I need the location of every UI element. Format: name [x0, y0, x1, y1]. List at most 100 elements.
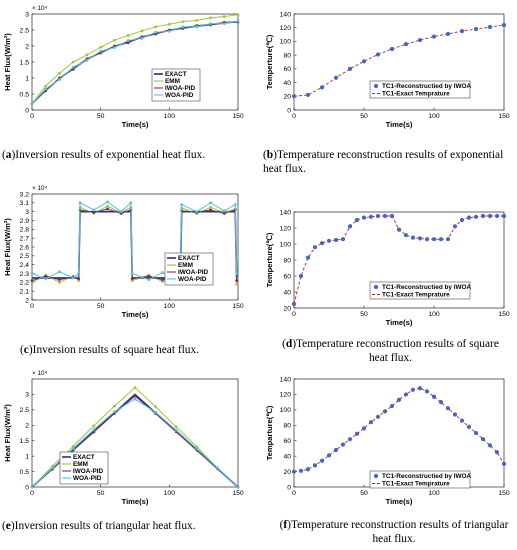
- series-point-reconstructed: [459, 418, 465, 423]
- series-point-iwoa-pid: [126, 41, 130, 45]
- series-point-reconstructed: [347, 437, 353, 442]
- series-point-emm: [99, 45, 103, 49]
- series-point-emm: [44, 84, 48, 88]
- series-point-reconstructed: [319, 241, 325, 246]
- x-tick-label: 150: [232, 303, 244, 310]
- legend-label-iwoa-pid: IWOA-PID: [165, 85, 196, 92]
- series-point-woa-pid: [235, 272, 239, 275]
- series-point-reconstructed: [340, 237, 346, 242]
- series-point-woa-pid: [71, 447, 75, 450]
- series-point-reconstructed: [326, 453, 332, 458]
- series-point-reconstructed: [473, 214, 479, 219]
- caption-e: (e)Inversion results of triangular heat …: [2, 520, 196, 532]
- legend-label-reconstructed: TC1-Reconstructied by IWOA: [382, 83, 472, 90]
- legend-swatch-reconstructed: [373, 83, 379, 89]
- series-point-iwoa-pid: [133, 394, 137, 398]
- series-point-woa-pid: [92, 208, 96, 212]
- plot-area: [31, 13, 239, 111]
- series-point-reconstructed: [431, 394, 437, 399]
- x-tick-label: 0: [30, 490, 34, 497]
- y-tick-label: 0.5: [20, 469, 30, 476]
- y-tick-label: 1.5: [20, 59, 30, 66]
- y-tick-label: 0: [25, 484, 29, 491]
- x-tick-label: 50: [97, 113, 105, 120]
- series-point-woa-pid: [78, 201, 82, 205]
- series-point-emm: [209, 205, 212, 209]
- series-point-reconstructed: [501, 22, 507, 28]
- legend-label-woa-pid: WOA-PID: [165, 92, 194, 99]
- series-point-emm: [140, 29, 144, 33]
- x-tick-label: 150: [498, 311, 510, 318]
- chart-c-square-heat-flux: 0 50 100 150 2 2.12.2 2.3 2.4 2.5 2.6 2.72.8 2.9 3 3.…: [3, 185, 244, 319]
- series-point-woa-pid: [30, 102, 34, 105]
- y-tick-label: 1.5: [20, 438, 30, 445]
- series-point-reconstructed: [459, 217, 465, 223]
- y-tick-label: 80: [283, 257, 291, 264]
- series-point-emm: [236, 13, 240, 17]
- y-tick-label: 60: [283, 273, 291, 280]
- x-tick-label: 100: [164, 303, 176, 310]
- series-point-woa-pid: [195, 210, 199, 214]
- legend-label-exact: TC1-Exact Temprature: [382, 91, 450, 98]
- series-point-reconstructed: [417, 386, 423, 391]
- series-point-woa-pid: [106, 200, 109, 204]
- series-point-woa-pid: [154, 30, 158, 34]
- y-tick-label: 140: [280, 11, 292, 18]
- legend-label-iwoa-pid: IWOA-PID: [178, 269, 209, 276]
- series-point-reconstructed: [305, 92, 311, 98]
- series-point-reconstructed: [473, 430, 479, 436]
- series-point-reconstructed: [452, 224, 458, 229]
- x-axis-label: Time(s): [122, 120, 149, 129]
- series-point-iwoa-pid: [154, 32, 158, 36]
- series-point-emm: [174, 425, 178, 429]
- series-point-woa-pid: [71, 276, 75, 280]
- x-axis-label: Time(s): [386, 318, 413, 327]
- series-point-reconstructed: [298, 273, 304, 279]
- series-point-woa-pid: [113, 410, 116, 414]
- y-tick-label: 3.2: [20, 191, 30, 198]
- series-point-reconstructed: [410, 387, 416, 392]
- series-point-reconstructed: [403, 42, 409, 47]
- x-axis-label: Time(s): [122, 497, 149, 506]
- series-point-reconstructed: [431, 237, 437, 242]
- series-point-emm: [154, 405, 158, 409]
- x-axis-label: Time(s): [122, 310, 149, 319]
- y-tick-label: 20: [283, 94, 291, 101]
- series-point-reconstructed: [501, 213, 507, 219]
- y-tick-label: 100: [280, 39, 292, 46]
- series-point-woa-pid: [154, 410, 158, 414]
- series-point-reconstructed: [319, 85, 325, 90]
- series-point-reconstructed: [361, 215, 367, 220]
- y-tick-label: 60: [283, 66, 291, 73]
- series-point-emm: [181, 20, 185, 24]
- series-point-reconstructed: [466, 424, 472, 429]
- series-point-reconstructed: [291, 469, 297, 474]
- legend-label-exact: TC1-Exact Temprature: [382, 481, 450, 488]
- series-point-woa-pid: [126, 39, 130, 42]
- legend-box: [369, 281, 471, 300]
- series-point-woa-pid: [174, 428, 178, 432]
- y-tick-label: 2.3: [20, 271, 30, 278]
- y-tick-label: 2.5: [20, 407, 30, 414]
- x-tick-label: 100: [428, 311, 440, 318]
- series-point-woa-pid: [236, 19, 240, 23]
- y-tick-label: 2.5: [20, 253, 30, 260]
- series-point-reconstructed: [466, 215, 472, 220]
- series-point-iwoa-pid: [92, 211, 96, 214]
- series-point-emm: [222, 15, 226, 18]
- series-point-iwoa-pid: [99, 51, 103, 55]
- legend-label-reconstructed: TC1-Reconstructied by IWOA: [382, 473, 472, 480]
- series-point-reconstructed: [305, 255, 311, 260]
- series-point-emm: [85, 53, 89, 57]
- caption-b: (b)Temperature reconstruction results of…: [263, 149, 504, 175]
- series-point-woa-pid: [58, 270, 61, 274]
- series-point-woa-pid: [58, 78, 61, 81]
- series-point-reconstructed: [389, 213, 395, 219]
- legend-label-emm: EMM: [73, 461, 88, 468]
- series-point-reconstructed: [375, 414, 381, 419]
- series-point-reconstructed: [354, 217, 360, 223]
- legend-label-woa-pid: WOA-PID: [178, 276, 207, 283]
- series-point-woa-pid: [222, 209, 226, 213]
- series-point-reconstructed: [459, 29, 465, 34]
- series-point-woa-pid: [44, 277, 48, 281]
